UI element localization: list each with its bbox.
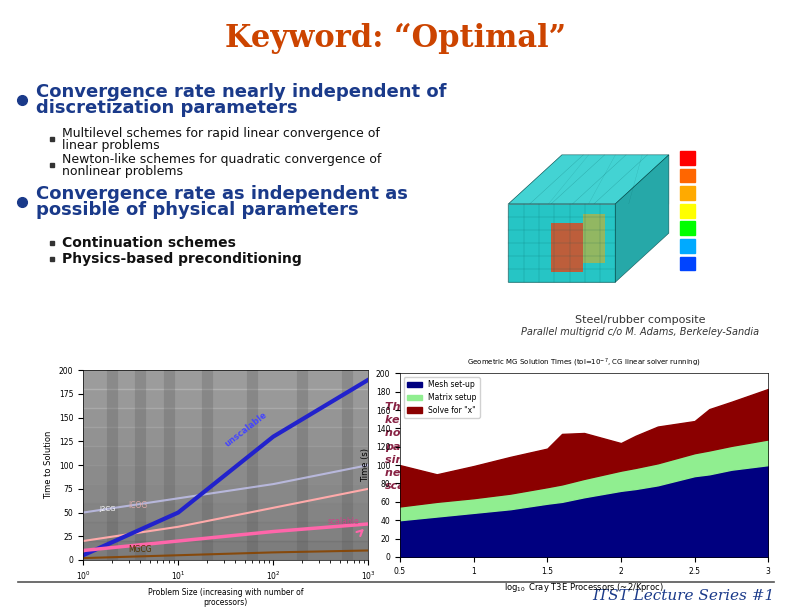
Text: unscalable: unscalable	[223, 410, 269, 448]
Bar	[83, 503, 368, 522]
Text: J2CG: J2CG	[100, 506, 116, 512]
Bar	[50, 241, 54, 245]
Bar	[83, 370, 368, 389]
Text: Parallel multigrid c/o M. Adams, Berkeley-Sandia: Parallel multigrid c/o M. Adams, Berkele…	[521, 327, 759, 337]
Y-axis label: Time (s): Time (s)	[361, 448, 370, 482]
Bar	[83, 522, 368, 541]
Polygon shape	[508, 155, 669, 204]
X-axis label: Problem Size (increasing with number of
processors): Problem Size (increasing with number of …	[148, 588, 303, 607]
Title: Geometric MG Solution Times (tol=10$^{-7}$, CG linear solver running): Geometric MG Solution Times (tol=10$^{-7…	[467, 357, 701, 369]
Polygon shape	[583, 214, 605, 263]
Bar	[83, 484, 368, 503]
Bar	[83, 389, 368, 408]
Text: discretization parameters: discretization parameters	[36, 99, 298, 117]
Polygon shape	[615, 155, 669, 282]
Text: Newton-like schemes for quadratic convergence of: Newton-like schemes for quadratic conver…	[62, 154, 382, 166]
Bar	[83, 446, 368, 465]
Legend: Mesh set-up, Matrix setup, Solve for "x": Mesh set-up, Matrix setup, Solve for "x"	[404, 377, 480, 418]
Bar	[83, 465, 368, 484]
Text: ICOG: ICOG	[128, 501, 148, 510]
Text: The solver is a
key part, but
not the only
part, of the
simulation that
needs to: The solver is a key part, but not the on…	[385, 402, 481, 491]
Bar	[680, 222, 695, 235]
Bar	[680, 256, 695, 271]
Text: MGCG: MGCG	[128, 545, 152, 554]
Text: Multilevel schemes for rapid linear convergence of: Multilevel schemes for rapid linear conv…	[62, 127, 380, 141]
Bar	[50, 137, 54, 141]
Y-axis label: Time to Solution: Time to Solution	[44, 431, 53, 499]
Text: Keyword: “Optimal”: Keyword: “Optimal”	[226, 23, 566, 54]
Text: nonlinear problems: nonlinear problems	[62, 165, 183, 179]
Text: scalable: scalable	[327, 517, 359, 526]
Bar	[680, 151, 695, 165]
Text: Physics-based preconditioning: Physics-based preconditioning	[62, 252, 302, 266]
Bar	[50, 163, 54, 167]
Text: linear problems: linear problems	[62, 140, 160, 152]
Text: Steel/rubber composite: Steel/rubber composite	[575, 315, 705, 325]
Text: Convergence rate as independent as: Convergence rate as independent as	[36, 185, 408, 203]
Bar	[680, 186, 695, 200]
Bar	[50, 257, 54, 261]
Text: Continuation schemes: Continuation schemes	[62, 236, 236, 250]
Bar	[680, 168, 695, 182]
Polygon shape	[508, 204, 615, 282]
Bar	[680, 239, 695, 253]
Bar	[680, 204, 695, 217]
Bar	[83, 427, 368, 446]
Text: Convergence rate nearly independent of: Convergence rate nearly independent of	[36, 83, 447, 101]
X-axis label: $\log_{10}$ Cray T3E Processors (~2/Kproc): $\log_{10}$ Cray T3E Processors (~2/Kpro…	[505, 581, 664, 594]
Bar	[83, 408, 368, 427]
Bar	[83, 541, 368, 560]
Text: possible of physical parameters: possible of physical parameters	[36, 201, 359, 219]
FancyArrowPatch shape	[423, 436, 472, 452]
Text: ITST Lecture Series #1: ITST Lecture Series #1	[592, 589, 774, 603]
Polygon shape	[551, 223, 583, 272]
